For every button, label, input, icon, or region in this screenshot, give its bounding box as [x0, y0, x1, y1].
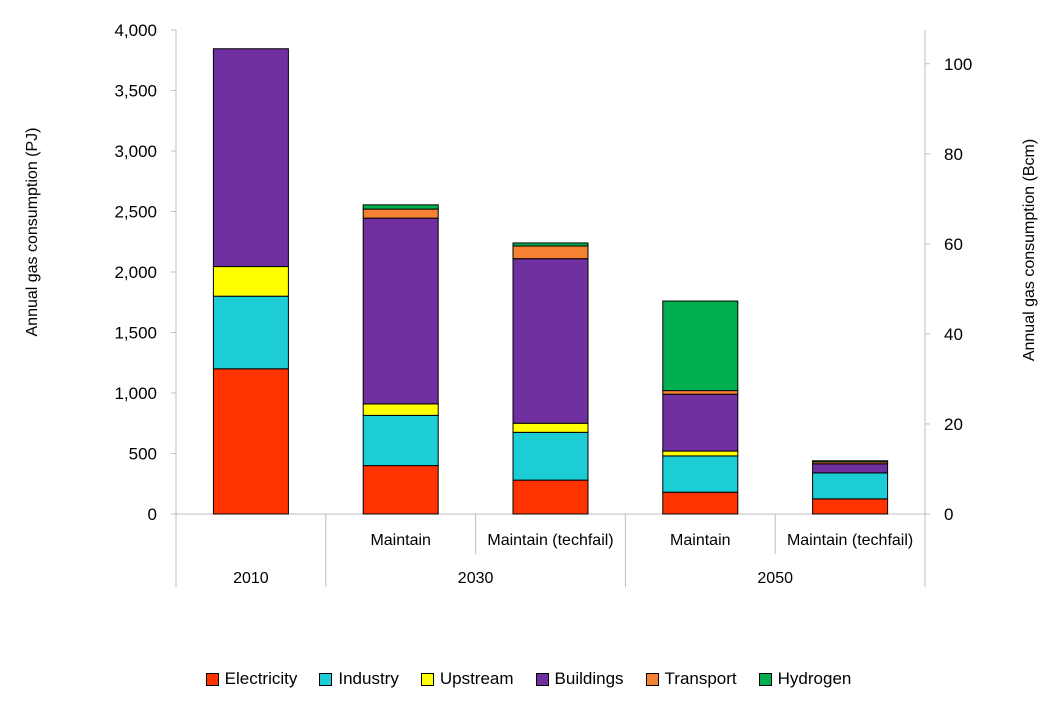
bar-segment-buildings: [512, 258, 589, 424]
bar-segment-industry: [662, 455, 739, 493]
bar-segment-industry: [812, 472, 889, 500]
legend-item-buildings: Buildings: [535, 666, 624, 692]
bar-segment-hydrogen: [812, 460, 889, 463]
legend-swatch: [645, 672, 659, 686]
legend-label: Electricity: [224, 669, 298, 688]
legend-item-upstream: Upstream: [420, 666, 514, 692]
bar-segment-upstream: [212, 266, 289, 297]
x-category-labels: Maintain Maintain (techfail) Maintain Maint…: [233, 514, 913, 587]
right-y-tick-labels: 0 20 40 60 80 100: [925, 55, 972, 524]
right-y-tick-label: 100: [944, 55, 972, 74]
bar-segment-buildings: [812, 463, 889, 474]
legend-item-hydrogen: Hydrogen: [758, 666, 852, 692]
bars: [212, 48, 889, 515]
bar-segment-transport: [362, 208, 439, 219]
right-y-tick-label: 20: [944, 415, 963, 434]
x-category-label: Maintain: [670, 532, 730, 549]
left-y-tick-label: 500: [129, 445, 157, 464]
right-y-tick-label: 0: [944, 505, 953, 524]
legend: Electricity Industry Upstream Buildings Tran…: [0, 666, 1057, 692]
x-group-label: 2050: [757, 570, 793, 587]
right-y-tick-label: 40: [944, 325, 963, 344]
legend-swatch: [205, 672, 219, 686]
legend-swatch: [758, 672, 772, 686]
legend-item-electricity: Electricity: [205, 666, 298, 692]
bar-segment-electricity: [362, 465, 439, 515]
bar-segment-hydrogen: [662, 300, 739, 392]
x-category-label: Maintain: [370, 532, 430, 549]
x-category-label: Maintain (techfail): [487, 532, 613, 549]
x-category-label: Maintain (techfail): [787, 532, 913, 549]
bar-segment-upstream: [662, 450, 739, 457]
left-y-tick-label: 0: [148, 505, 157, 524]
bar-segment-buildings: [212, 48, 289, 268]
left-y-tick-label: 4,000: [114, 21, 157, 40]
bar-segment-hydrogen: [512, 242, 589, 247]
bar-segment-electricity: [512, 479, 589, 515]
right-y-tick-label: 60: [944, 235, 963, 254]
bar-segment-industry: [512, 431, 589, 481]
bar-segment-electricity: [812, 498, 889, 515]
bar-segment-hydrogen: [362, 204, 439, 210]
left-y-tick-label: 3,500: [114, 82, 157, 101]
left-y-axis-title: Annual gas consumption (PJ): [24, 128, 41, 337]
legend-label: Upstream: [439, 669, 514, 688]
left-y-tick-labels: 0 500 1,000 1,500 2,000 2,500 3,000 3,500 4,000: [114, 21, 176, 524]
legend-label: Transport: [664, 669, 737, 688]
left-y-tick-label: 3,000: [114, 142, 157, 161]
x-group-label: 2010: [233, 570, 269, 587]
legend-item-industry: Industry: [319, 666, 399, 692]
left-y-tick-label: 1,500: [114, 324, 157, 343]
bar-segment-electricity: [212, 368, 289, 515]
bar-segment-industry: [362, 414, 439, 467]
bar-segment-industry: [212, 295, 289, 370]
bar-segment-buildings: [662, 393, 739, 452]
right-y-tick-label: 80: [944, 145, 963, 164]
right-y-axis-title: Annual gas consumption (Bcm): [1021, 139, 1038, 361]
bar-segment-upstream: [362, 403, 439, 416]
legend-swatch: [535, 672, 549, 686]
legend-swatch: [420, 672, 434, 686]
bar-segment-transport: [662, 390, 739, 395]
left-y-tick-label: 2,000: [114, 263, 157, 282]
bar-segment-buildings: [362, 217, 439, 405]
legend-label: Hydrogen: [777, 669, 852, 688]
left-y-tick-label: 1,000: [114, 384, 157, 403]
x-group-label: 2030: [458, 570, 494, 587]
legend-item-transport: Transport: [645, 666, 737, 692]
bar-segment-electricity: [662, 491, 739, 515]
bar-segment-transport: [512, 245, 589, 260]
bar-segment-upstream: [512, 422, 589, 433]
legend-label: Industry: [338, 669, 399, 688]
left-y-tick-label: 2,500: [114, 203, 157, 222]
legend-swatch: [319, 672, 333, 686]
legend-label: Buildings: [554, 669, 624, 688]
